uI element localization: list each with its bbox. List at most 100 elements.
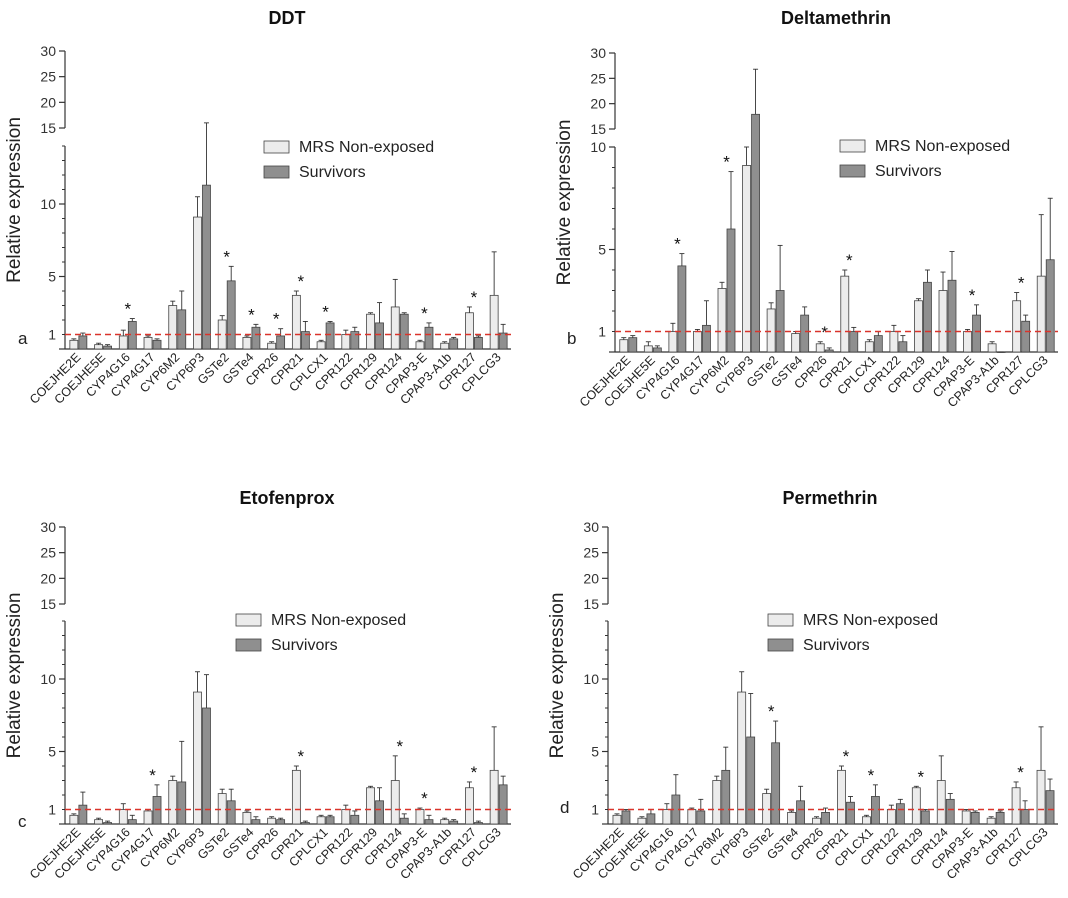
legend-label-non-exposed: MRS Non-exposed [803, 612, 938, 629]
bar-survivors [251, 326, 261, 350]
bar-survivors [824, 349, 834, 353]
bar-survivors [103, 345, 112, 350]
bar-survivors [871, 796, 880, 825]
bar-survivors [424, 819, 434, 825]
legend-swatch-survivors [839, 164, 866, 178]
bar-survivors [796, 800, 805, 825]
bar-survivors [399, 313, 409, 350]
significance-star: * [843, 747, 850, 766]
bar-survivors [498, 332, 508, 350]
bar-survivors [920, 810, 930, 825]
bar-survivors [702, 324, 711, 353]
bar-non-exposed [787, 812, 796, 825]
bar-survivors [821, 812, 830, 825]
bar-non-exposed [415, 341, 425, 350]
bar-non-exposed [712, 780, 722, 825]
bar-non-exposed [440, 819, 450, 825]
bar-survivors [646, 813, 656, 825]
bar-survivors [251, 819, 261, 825]
bar-non-exposed [465, 787, 474, 825]
bar-non-exposed [118, 335, 128, 350]
bar-non-exposed [662, 809, 672, 825]
y-tick-label: 10 [583, 671, 599, 687]
significance-star: * [298, 272, 305, 291]
bar-non-exposed [341, 334, 351, 350]
bar-non-exposed [366, 313, 375, 350]
significance-star: * [1017, 763, 1024, 782]
bar-survivors [474, 822, 483, 825]
bar-survivors [751, 113, 760, 353]
bar-non-exposed [168, 305, 178, 350]
bar-survivors [127, 321, 137, 350]
chart-title: DDT [269, 8, 306, 28]
y-tick-label: 20 [40, 94, 56, 110]
legend-swatch-non-exposed [235, 613, 262, 627]
bar-survivors [300, 822, 310, 825]
bar-non-exposed [390, 780, 400, 825]
significance-star: * [674, 235, 681, 254]
bar-survivors [325, 322, 335, 350]
bar-non-exposed [94, 819, 103, 825]
y-tick-label: 10 [40, 196, 56, 212]
bar-non-exposed [193, 216, 202, 350]
bar-non-exposed [643, 345, 653, 353]
significance-star: * [917, 767, 924, 786]
bar-non-exposed [911, 787, 921, 825]
bar-non-exposed [687, 809, 697, 825]
bar-non-exposed [840, 275, 850, 353]
bar-non-exposed [791, 333, 801, 353]
bar-non-exposed [143, 336, 153, 350]
y-tick-label: 30 [590, 45, 606, 61]
legend-swatch-non-exposed [263, 140, 290, 154]
bar-survivors [849, 331, 859, 353]
y-tick-label: 25 [40, 69, 56, 85]
bar-non-exposed [914, 300, 923, 353]
chart-title: Deltamethrin [781, 8, 891, 28]
y-tick-label: 5 [48, 744, 56, 760]
y-tick-label: 5 [598, 242, 606, 258]
bar-survivors [771, 742, 781, 825]
bar-non-exposed [986, 817, 996, 825]
bar-survivors [226, 800, 236, 825]
significance-star: * [421, 304, 428, 323]
bar-non-exposed [316, 816, 326, 825]
legend: MRS Non-exposed Survivors [767, 612, 938, 654]
bar-survivors [399, 817, 409, 825]
bar-survivors [947, 279, 957, 353]
y-tick-label: 5 [48, 269, 56, 285]
significance-star: * [124, 300, 131, 319]
significance-star: * [768, 702, 775, 721]
y-tick-label: 20 [583, 570, 599, 586]
significance-star: * [421, 789, 428, 808]
bar-survivors [226, 280, 236, 350]
significance-star: * [396, 737, 403, 756]
bar-survivors [375, 322, 384, 350]
bar-non-exposed [168, 780, 178, 825]
bar-non-exposed [1011, 787, 1021, 825]
panel-letter: d [560, 798, 569, 817]
bar-non-exposed [889, 331, 899, 353]
bar-non-exposed [938, 290, 948, 353]
y-tick-label: 25 [590, 70, 606, 86]
bar-non-exposed [619, 339, 629, 353]
y-tick-label: 25 [583, 545, 599, 561]
bar-survivors [449, 338, 459, 350]
bar-survivors [177, 781, 187, 825]
y-tick-label: 20 [590, 96, 606, 112]
significance-star: * [248, 305, 255, 324]
legend-swatch-non-exposed [767, 613, 794, 627]
y-tick-label: 15 [583, 596, 599, 612]
bar-survivors [202, 707, 211, 825]
bar-survivors [78, 804, 88, 825]
legend-label-survivors: Survivors [271, 637, 338, 654]
bar-survivors [177, 309, 187, 350]
significance-star: * [322, 302, 329, 321]
legend-label-non-exposed: MRS Non-exposed [299, 139, 434, 156]
legend-label-survivors: Survivors [803, 637, 870, 654]
panel-letter: b [567, 329, 576, 348]
bar-non-exposed [936, 780, 946, 825]
bar-non-exposed [440, 342, 450, 350]
